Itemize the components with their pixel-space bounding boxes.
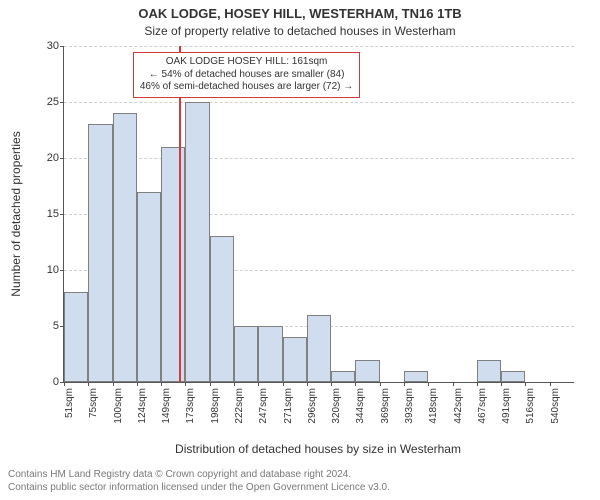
histogram-bar: [331, 371, 355, 382]
footer-line: Contains HM Land Registry data © Crown c…: [8, 469, 390, 482]
x-tick-mark: [234, 382, 235, 386]
y-tick-mark: [60, 214, 64, 215]
histogram-bar: [88, 124, 112, 382]
x-tick-label: 173sqm: [185, 388, 196, 424]
x-tick-mark: [258, 382, 259, 386]
x-tick-mark: [501, 382, 502, 386]
x-tick-mark: [88, 382, 89, 386]
y-axis-label: Number of detached properties: [9, 131, 23, 296]
grid-line: [64, 102, 574, 103]
annotation-line: OAK LODGE HOSEY HILL: 161sqm: [140, 56, 353, 69]
chart-title: OAK LODGE, HOSEY HILL, WESTERHAM, TN16 1…: [0, 6, 600, 21]
histogram-bar: [355, 360, 379, 382]
x-tick-mark: [428, 382, 429, 386]
footer-line: Contains public sector information licen…: [8, 482, 390, 495]
annotation-line: ← 54% of detached houses are smaller (84…: [140, 69, 353, 82]
x-tick-label: 100sqm: [113, 388, 124, 424]
annotation-box: OAK LODGE HOSEY HILL: 161sqm← 54% of det…: [133, 52, 360, 98]
x-tick-label: 418sqm: [428, 388, 439, 424]
y-tick-mark: [60, 270, 64, 271]
histogram-bar: [307, 315, 331, 382]
footer-attribution: Contains HM Land Registry data © Crown c…: [8, 469, 390, 494]
x-tick-label: 442sqm: [453, 388, 464, 424]
grid-line: [64, 158, 574, 159]
histogram-bar: [185, 102, 209, 382]
x-tick-mark: [477, 382, 478, 386]
x-tick-label: 124sqm: [137, 388, 148, 424]
y-tick-mark: [60, 158, 64, 159]
x-tick-label: 369sqm: [380, 388, 391, 424]
x-tick-mark: [331, 382, 332, 386]
y-tick-label: 25: [29, 96, 59, 108]
x-tick-label: 51sqm: [64, 388, 75, 418]
x-tick-mark: [355, 382, 356, 386]
y-tick-label: 15: [29, 208, 59, 220]
x-tick-label: 467sqm: [477, 388, 488, 424]
x-tick-mark: [137, 382, 138, 386]
y-tick-mark: [60, 46, 64, 47]
x-tick-label: 222sqm: [234, 388, 245, 424]
histogram-bar: [210, 236, 234, 382]
x-tick-label: 271sqm: [283, 388, 294, 424]
chart-container: { "chart": { "type": "histogram", "title…: [0, 0, 600, 500]
x-tick-label: 540sqm: [550, 388, 561, 424]
x-tick-label: 296sqm: [307, 388, 318, 424]
histogram-bar: [501, 371, 525, 382]
x-tick-label: 75sqm: [88, 388, 99, 418]
x-tick-mark: [185, 382, 186, 386]
histogram-bar: [64, 292, 88, 382]
x-tick-label: 320sqm: [331, 388, 342, 424]
histogram-bar: [234, 326, 258, 382]
x-tick-mark: [525, 382, 526, 386]
x-tick-mark: [283, 382, 284, 386]
x-tick-mark: [453, 382, 454, 386]
histogram-bar: [283, 337, 307, 382]
x-tick-mark: [550, 382, 551, 386]
annotation-line: 46% of semi-detached houses are larger (…: [140, 81, 353, 94]
y-tick-mark: [60, 102, 64, 103]
x-tick-mark: [210, 382, 211, 386]
x-tick-mark: [307, 382, 308, 386]
histogram-bar: [477, 360, 501, 382]
chart-subtitle: Size of property relative to detached ho…: [0, 24, 600, 38]
grid-line: [64, 46, 574, 47]
y-tick-label: 5: [29, 320, 59, 332]
x-tick-mark: [380, 382, 381, 386]
x-tick-label: 149sqm: [161, 388, 172, 424]
y-tick-label: 20: [29, 152, 59, 164]
x-tick-label: 491sqm: [501, 388, 512, 424]
histogram-bar: [137, 192, 161, 382]
x-tick-label: 344sqm: [355, 388, 366, 424]
x-tick-label: 247sqm: [258, 388, 269, 424]
histogram-bar: [404, 371, 428, 382]
histogram-bar: [258, 326, 282, 382]
y-tick-label: 0: [29, 376, 59, 388]
x-tick-label: 516sqm: [525, 388, 536, 424]
x-tick-mark: [64, 382, 65, 386]
x-tick-mark: [113, 382, 114, 386]
x-axis-label: Distribution of detached houses by size …: [63, 442, 573, 456]
x-tick-mark: [404, 382, 405, 386]
y-tick-label: 10: [29, 264, 59, 276]
histogram-bar: [113, 113, 137, 382]
y-tick-label: 30: [29, 40, 59, 52]
x-tick-label: 198sqm: [210, 388, 221, 424]
histogram-bar: [161, 147, 185, 382]
plot-area: 51sqm75sqm100sqm124sqm149sqm173sqm198sqm…: [63, 46, 574, 383]
x-tick-mark: [161, 382, 162, 386]
x-tick-label: 393sqm: [404, 388, 415, 424]
